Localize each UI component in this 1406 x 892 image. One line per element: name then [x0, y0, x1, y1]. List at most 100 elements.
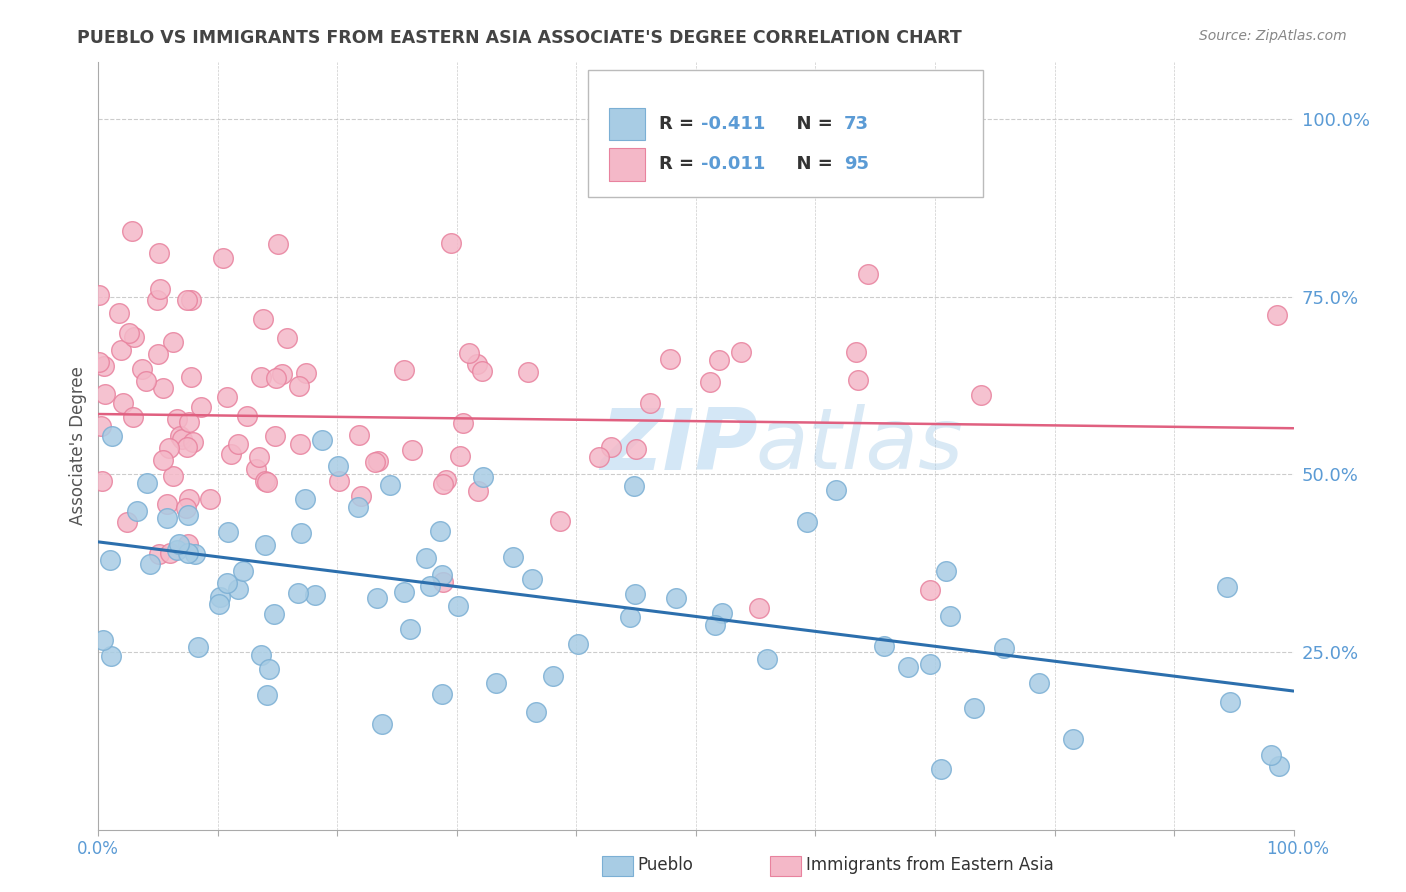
Point — [929, 762, 952, 776]
Point — [91, 633, 114, 648]
Point — [93, 359, 115, 373]
Text: Immigrants from Eastern Asia: Immigrants from Eastern Asia — [806, 856, 1053, 874]
Point — [502, 550, 524, 565]
Y-axis label: Associate's Degree: Associate's Degree — [69, 367, 87, 525]
Point — [252, 312, 274, 326]
Text: N =: N = — [785, 155, 839, 173]
Point — [399, 622, 422, 636]
Point — [190, 400, 212, 414]
Point — [236, 409, 259, 423]
Point — [623, 479, 645, 493]
Point — [755, 652, 778, 666]
Point — [1260, 748, 1282, 763]
Text: Pueblo: Pueblo — [637, 856, 693, 874]
Point — [446, 599, 468, 614]
Point — [180, 293, 202, 308]
Point — [730, 345, 752, 359]
Point — [658, 351, 681, 366]
Point — [162, 334, 184, 349]
Point — [328, 475, 350, 489]
Point — [254, 538, 277, 552]
Point — [187, 640, 209, 654]
Point — [394, 362, 416, 376]
Text: atlas: atlas — [756, 404, 963, 488]
Point — [267, 237, 290, 252]
Point — [245, 462, 267, 476]
Point — [626, 442, 648, 457]
Point — [152, 453, 174, 467]
Text: Source: ZipAtlas.com: Source: ZipAtlas.com — [1199, 29, 1347, 43]
Text: 100.0%: 100.0% — [1265, 840, 1329, 858]
Point — [148, 548, 170, 562]
Point — [115, 515, 138, 529]
Point — [180, 369, 202, 384]
Point — [157, 441, 180, 455]
Point — [247, 450, 270, 464]
Point — [217, 524, 239, 539]
Point — [394, 584, 416, 599]
Point — [215, 575, 238, 590]
Point — [176, 440, 198, 454]
FancyBboxPatch shape — [609, 148, 644, 180]
Point — [638, 396, 661, 410]
Point — [287, 378, 309, 392]
Point — [90, 475, 112, 489]
Point — [179, 491, 201, 506]
Point — [125, 504, 148, 518]
Point — [465, 357, 488, 371]
Point — [170, 432, 193, 446]
Point — [256, 475, 278, 489]
Point — [380, 478, 402, 492]
Point — [920, 657, 942, 671]
Point — [1268, 758, 1291, 772]
Point — [1216, 580, 1239, 594]
Point — [588, 450, 610, 464]
Point — [371, 716, 394, 731]
Point — [1062, 731, 1084, 746]
Point — [472, 470, 495, 484]
Point — [347, 427, 370, 442]
Point — [543, 668, 565, 682]
Point — [156, 497, 179, 511]
Point — [226, 582, 249, 596]
Point — [432, 575, 454, 590]
Point — [846, 373, 869, 387]
Point — [250, 370, 273, 384]
Point — [962, 701, 984, 715]
Point — [711, 607, 734, 621]
Point — [845, 345, 868, 359]
Point — [1028, 675, 1050, 690]
Point — [467, 484, 489, 499]
Point — [796, 515, 818, 529]
Point — [624, 587, 647, 601]
Point — [156, 511, 179, 525]
Point — [89, 355, 111, 369]
Point — [100, 648, 122, 663]
FancyBboxPatch shape — [609, 108, 644, 140]
Point — [148, 246, 170, 260]
Point — [177, 415, 200, 429]
Point — [449, 449, 471, 463]
Point — [209, 590, 232, 604]
Point — [704, 618, 727, 632]
Point — [176, 537, 198, 551]
Text: -0.411: -0.411 — [700, 115, 765, 133]
Point — [181, 435, 204, 450]
Point — [432, 687, 454, 701]
Point — [174, 500, 197, 515]
Point — [226, 437, 249, 451]
Point — [440, 236, 463, 251]
Point — [259, 662, 281, 676]
Point — [177, 546, 200, 560]
Point — [169, 429, 191, 443]
Point — [290, 525, 312, 540]
Point — [250, 648, 273, 662]
Point — [935, 565, 957, 579]
Point — [419, 579, 441, 593]
Point — [699, 375, 721, 389]
Point — [364, 455, 387, 469]
Point — [1219, 695, 1241, 709]
Point — [271, 368, 294, 382]
Point — [471, 364, 494, 378]
Point — [169, 537, 191, 551]
